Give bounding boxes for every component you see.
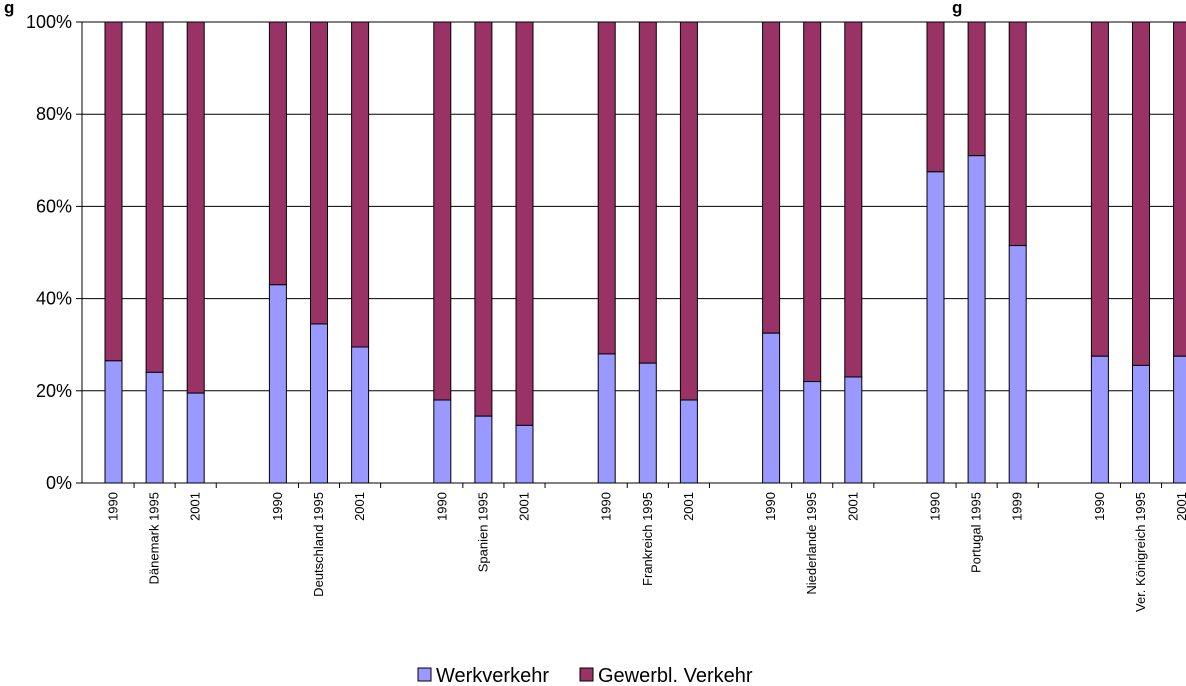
bar-werkverkehr <box>1008 245 1027 484</box>
bar-werkverkehr <box>679 399 698 484</box>
bar-gewerbl-verkehr <box>803 21 822 383</box>
x-tick-label-year: 2001 <box>352 492 367 521</box>
bar-gewerbl-verkehr <box>351 21 370 348</box>
title-fragment-left: g <box>4 0 14 17</box>
x-tick-label-year: Deutschland 1995 <box>311 492 326 597</box>
legend-swatch <box>579 667 594 682</box>
bar-gewerbl-verkehr <box>145 21 164 373</box>
title-fragment-right: g <box>952 0 962 17</box>
legend-swatch <box>417 667 432 682</box>
y-axis-ticks: 0% 20% 40% 60% 80% 100% <box>26 12 72 493</box>
bar-werkverkehr <box>967 155 986 484</box>
x-tick-label-year: Spanien 1995 <box>475 492 490 572</box>
bar-werkverkehr <box>803 381 822 484</box>
bar-werkverkehr <box>186 392 205 484</box>
x-tick-label-year: Dänemark 1995 <box>147 492 162 585</box>
y-tick-label: 100% <box>26 12 72 32</box>
x-tick-label-year: Niederlande 1995 <box>804 492 819 595</box>
x-axis-labels: 1990 Dänemark 1995 2001 1990 Deutschland 199… <box>106 492 1186 612</box>
x-tick-label-year: Portugal 1995 <box>969 492 984 573</box>
legend-label: Werkverkehr <box>436 665 549 686</box>
bar-werkverkehr <box>844 376 863 484</box>
bar-werkverkehr <box>597 353 616 484</box>
bar-gewerbl-verkehr <box>515 21 534 426</box>
bar-gewerbl-verkehr <box>1008 21 1027 247</box>
bar-werkverkehr <box>926 171 945 484</box>
bar-werkverkehr <box>1173 355 1186 484</box>
bar-gewerbl-verkehr <box>310 21 328 325</box>
y-tick-label: 40% <box>36 289 72 309</box>
bar-gewerbl-verkehr <box>1132 21 1150 366</box>
bar-gewerbl-verkehr <box>104 21 123 362</box>
bar-werkverkehr <box>1090 355 1109 484</box>
x-tick-label-year: 1990 <box>434 492 449 521</box>
y-tick-label: 0% <box>46 473 72 493</box>
bar-gewerbl-verkehr <box>186 21 205 394</box>
legend-label: Gewerbl. Verkehr <box>598 665 753 686</box>
x-tick-label-year: 2001 <box>517 492 532 521</box>
x-tick-label-year: 1990 <box>928 492 943 521</box>
x-tick-label-year: 1999 <box>1010 492 1025 521</box>
bar-werkverkehr <box>268 284 287 484</box>
bar-gewerbl-verkehr <box>679 21 698 401</box>
bar-werkverkehr <box>145 371 164 484</box>
bar-werkverkehr <box>351 346 370 484</box>
bar-gewerbl-verkehr <box>597 21 616 355</box>
bar-gewerbl-verkehr <box>474 21 493 417</box>
bar-gewerbl-verkehr <box>433 21 452 401</box>
bar-gewerbl-verkehr <box>1090 21 1109 357</box>
bar-gewerbl-verkehr <box>967 21 986 157</box>
bar-gewerbl-verkehr <box>1173 21 1186 357</box>
legend: Werkverkehr Gewerbl. Verkehr <box>417 665 753 686</box>
x-tick-label-year: 2001 <box>845 492 860 521</box>
bar-gewerbl-verkehr <box>844 21 863 378</box>
bar-werkverkehr <box>474 415 493 484</box>
bar-werkverkehr <box>1132 364 1150 484</box>
y-tick-label: 60% <box>36 196 72 216</box>
bars <box>104 21 1186 484</box>
bar-werkverkehr <box>104 360 123 484</box>
x-tick-label-year: 1990 <box>763 492 778 521</box>
x-tick-label-year: 2001 <box>1174 492 1186 521</box>
bar-werkverkehr <box>310 323 328 484</box>
x-tick-label-year: 1990 <box>270 492 285 521</box>
x-tick-label-year: Ver. Königreich 1995 <box>1133 492 1148 612</box>
bar-gewerbl-verkehr <box>762 21 781 334</box>
bar-werkverkehr <box>433 399 452 484</box>
y-tick-label: 80% <box>36 104 72 124</box>
x-tick-label-year: 1990 <box>1092 492 1107 521</box>
y-tick-label: 20% <box>36 381 72 401</box>
x-tick-label-year: 1990 <box>599 492 614 521</box>
bar-gewerbl-verkehr <box>268 21 287 286</box>
bar-werkverkehr <box>515 424 534 484</box>
x-tick-label-year: 2001 <box>681 492 696 521</box>
bar-gewerbl-verkehr <box>638 21 657 364</box>
bar-werkverkehr <box>762 332 781 484</box>
gridlines <box>76 21 1186 488</box>
x-tick-label-year: 1990 <box>106 492 121 521</box>
x-tick-label-year: 2001 <box>188 492 203 521</box>
x-tick-label-year: Frankreich 1995 <box>640 492 655 586</box>
bar-gewerbl-verkehr <box>926 21 945 173</box>
bar-werkverkehr <box>638 362 657 484</box>
